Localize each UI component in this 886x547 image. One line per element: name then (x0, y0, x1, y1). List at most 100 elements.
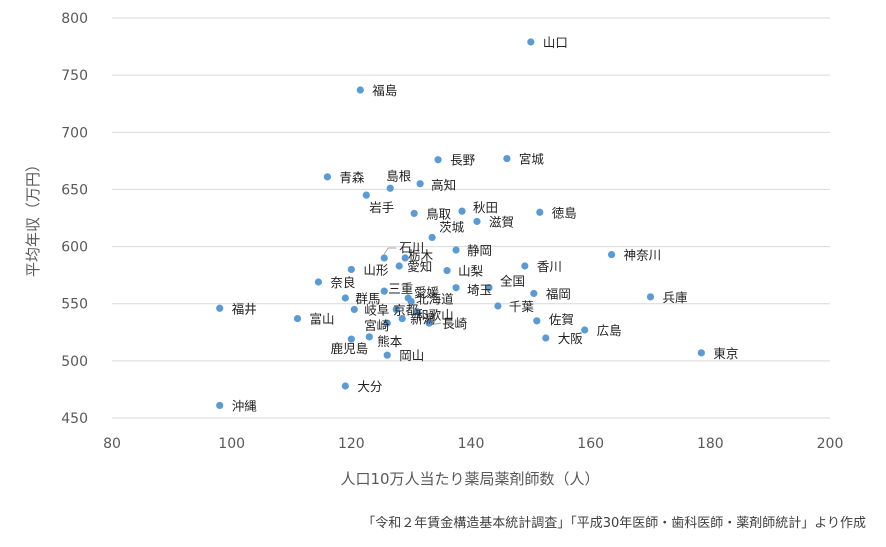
point-label: 群馬 (355, 291, 380, 306)
scatter-chart: 450 500 550 600 650 700 750 800 80 100 120 140 160 1… (24, 11, 843, 488)
y-tick-label: 600 (61, 240, 88, 256)
leader-line (383, 247, 397, 255)
data-point (530, 289, 538, 298)
y-tick-label: 650 (61, 182, 88, 198)
point-label: 山梨 (458, 264, 484, 279)
data-point (350, 305, 358, 314)
point-label: 石川 (399, 240, 424, 255)
point-label: 宮城 (519, 152, 545, 167)
data-point (542, 334, 550, 342)
data-point (416, 180, 424, 188)
data-point (380, 287, 388, 295)
point-label: 北海道 (416, 291, 454, 306)
point-label: 長野 (450, 153, 476, 168)
data-point (398, 314, 406, 323)
point-label: 鳥取 (426, 206, 452, 221)
data-point (410, 209, 418, 218)
data-point (347, 265, 355, 274)
point-label: 鹿児島 (331, 341, 369, 356)
y-tick-label: 750 (61, 68, 88, 84)
point-label: 秋田 (473, 200, 498, 215)
point-label: 福井 (232, 301, 257, 316)
data-point (386, 184, 394, 192)
data-point (452, 246, 460, 254)
point-label: 三重 (388, 281, 413, 296)
point-label: 青森 (339, 170, 365, 185)
data-point (485, 284, 493, 292)
point-label: 奈良 (330, 275, 355, 290)
point-label: 富山 (309, 312, 334, 327)
point-label: 茨城 (439, 219, 465, 234)
data-point (533, 317, 541, 325)
point-label: 埼玉 (467, 283, 492, 298)
data-point (521, 262, 529, 270)
point-label: 京都 (393, 302, 419, 317)
point-label: 香川 (537, 259, 562, 274)
data-point (347, 335, 355, 343)
data-point (473, 217, 481, 226)
point-label: 福島 (372, 83, 397, 98)
point-label: 東京 (713, 346, 738, 361)
x-tick-label: 160 (577, 436, 604, 452)
point-label: 和歌山 (416, 308, 454, 323)
point-label: 徳島 (552, 205, 577, 220)
y-axis-ticks: 450 500 550 600 650 700 750 800 (61, 11, 88, 427)
x-tick-label: 120 (338, 436, 365, 452)
x-tick-label: 140 (458, 436, 485, 452)
point-label: 栃木 (408, 248, 434, 263)
x-tick-label: 200 (817, 436, 844, 452)
data-point (341, 294, 349, 302)
data-point (365, 333, 373, 341)
x-axis-title: 人口10万人当たり薬局薬剤師数（人） (340, 470, 599, 488)
point-label: 千葉 (509, 299, 535, 314)
x-tick-label: 80 (103, 436, 121, 452)
source-note: 「令和２年賃金構造基本統計調査」「平成30年医師・歯科医師・薬剤師統計」より作成 (362, 516, 866, 531)
point-label: 大分 (357, 379, 382, 394)
point-label: 島根 (386, 168, 412, 183)
point-label: 岩手 (369, 200, 394, 215)
data-point (401, 254, 409, 262)
y-axis-title: 平均年収（万円） (24, 157, 42, 277)
point-label: 岐阜 (364, 302, 389, 317)
y-tick-label: 550 (61, 297, 88, 313)
data-points (216, 38, 705, 410)
y-tick-label: 500 (61, 354, 88, 370)
data-point (323, 173, 331, 181)
point-label: 岡山 (399, 348, 424, 363)
data-point (503, 154, 511, 163)
point-label: 神奈川 (624, 248, 662, 263)
data-point (216, 401, 224, 410)
data-point (392, 305, 400, 314)
data-point (395, 262, 403, 270)
x-tick-label: 100 (218, 436, 245, 452)
data-point (216, 304, 224, 312)
point-label: 愛媛 (414, 285, 440, 300)
point-label: 新潟 (410, 312, 435, 327)
y-tick-label: 700 (61, 125, 88, 141)
point-label: 山形 (363, 262, 389, 277)
data-point (458, 207, 466, 215)
data-point (314, 278, 323, 286)
point-label: 静岡 (467, 243, 492, 258)
data-point (452, 284, 460, 292)
data-point (581, 326, 589, 334)
data-point (293, 314, 302, 323)
data-point (380, 254, 388, 262)
point-label: 福岡 (546, 286, 571, 301)
data-point (494, 302, 502, 310)
point-label: 全国 (500, 274, 525, 289)
point-label: 高知 (431, 178, 456, 193)
data-point (527, 38, 535, 46)
x-axis-ticks: 80 100 120 140 160 180 200 (103, 436, 843, 452)
x-tick-label: 180 (697, 436, 724, 452)
y-tick-label: 450 (61, 411, 88, 427)
point-label: 熊本 (377, 334, 403, 349)
gridlines (112, 17, 830, 419)
data-point (425, 319, 433, 327)
data-point (697, 349, 705, 357)
data-point (383, 351, 391, 359)
data-point (646, 293, 655, 301)
data-point (608, 250, 616, 259)
data-point (434, 156, 442, 164)
